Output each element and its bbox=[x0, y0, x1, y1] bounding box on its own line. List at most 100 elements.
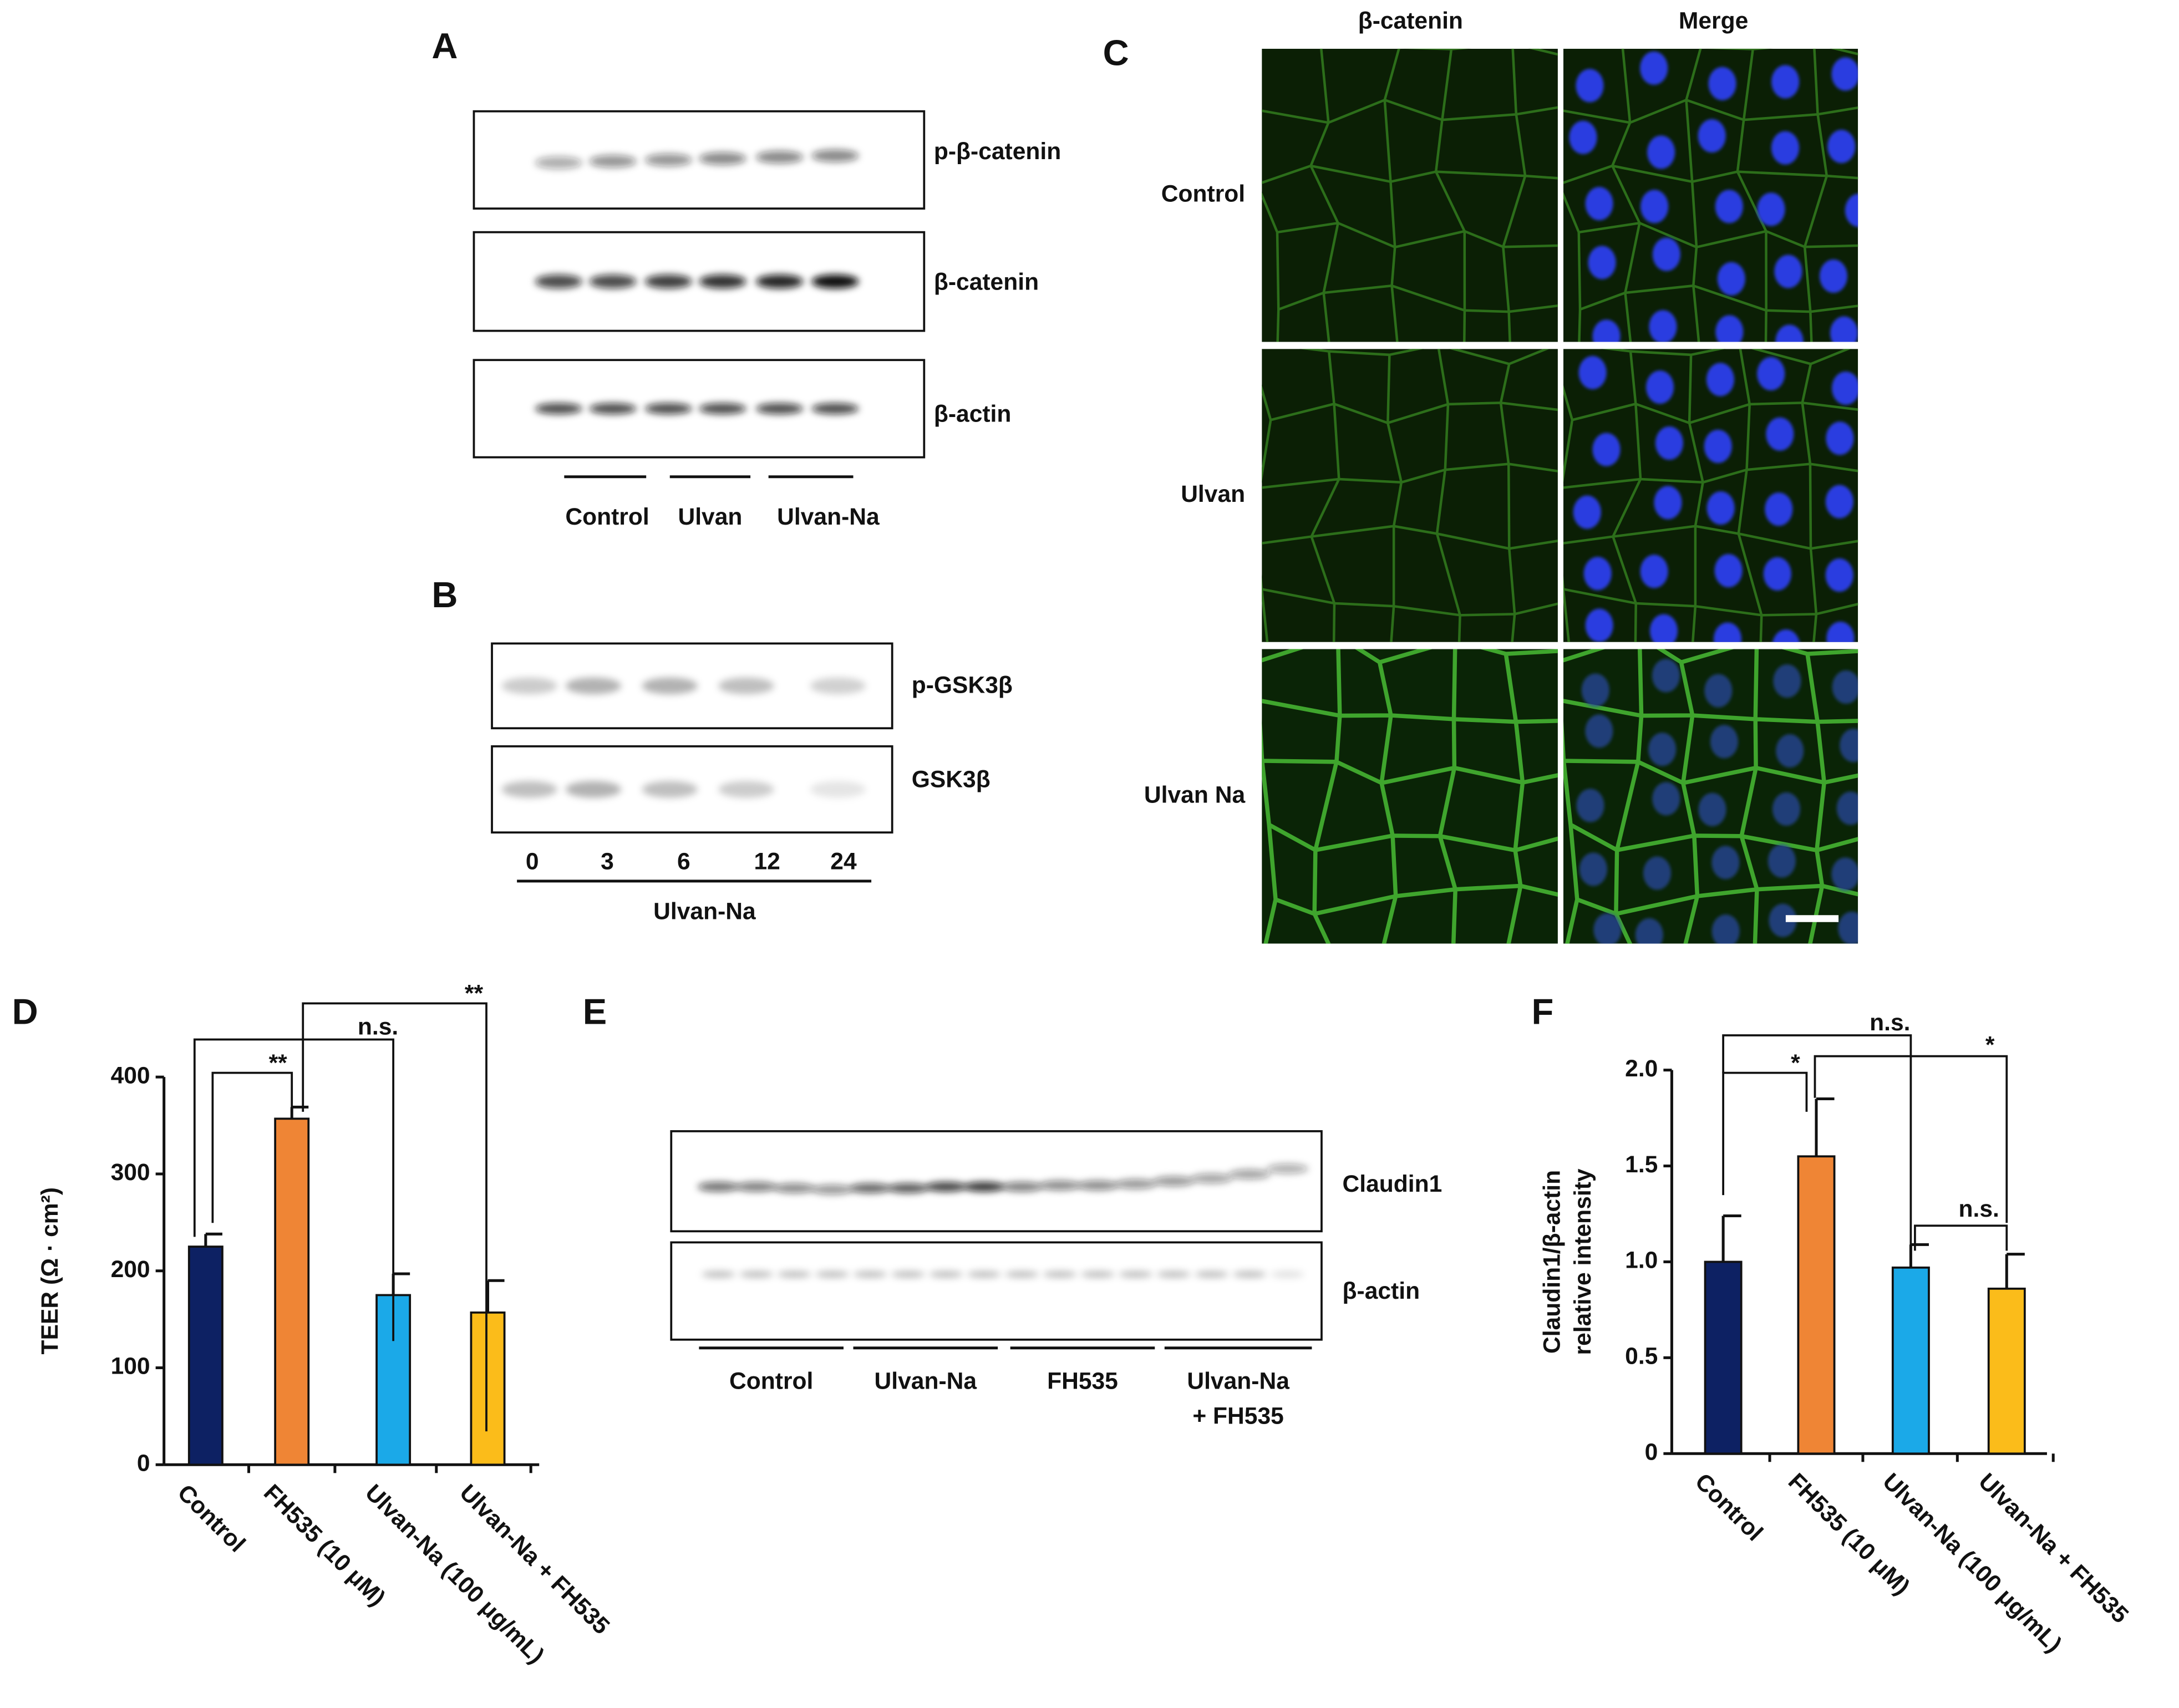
white-gap bbox=[1262, 342, 1858, 349]
band bbox=[535, 156, 582, 169]
band-label: GSK3β bbox=[912, 766, 991, 793]
band bbox=[1081, 1270, 1115, 1278]
group-label: + FH535 bbox=[1192, 1402, 1284, 1429]
nucleus bbox=[1769, 903, 1797, 937]
band bbox=[891, 1270, 925, 1278]
band bbox=[811, 274, 859, 289]
band bbox=[1233, 1270, 1267, 1278]
band bbox=[535, 403, 582, 414]
micrograph bbox=[1563, 349, 1858, 642]
nucleus bbox=[1649, 310, 1677, 342]
annotation: * bbox=[1985, 1031, 1995, 1058]
band bbox=[1266, 1163, 1309, 1174]
band bbox=[697, 1182, 740, 1192]
band bbox=[1005, 1270, 1039, 1278]
band bbox=[501, 781, 557, 798]
band-label: β-actin bbox=[1343, 1278, 1420, 1304]
nucleus bbox=[1767, 844, 1796, 878]
nucleus bbox=[1827, 130, 1856, 164]
cell-borders bbox=[1563, 48, 1858, 342]
nucleus bbox=[1706, 491, 1735, 525]
bar bbox=[1704, 1260, 1743, 1455]
band bbox=[644, 154, 692, 166]
nucleus bbox=[1757, 357, 1785, 391]
band bbox=[811, 1185, 854, 1194]
group-label: Ulvan-Na bbox=[777, 504, 880, 530]
lane-label: 6 bbox=[677, 848, 690, 875]
band bbox=[535, 274, 582, 289]
band bbox=[1152, 1176, 1195, 1186]
group-label: Ulvan-Na bbox=[875, 1368, 977, 1395]
band bbox=[1119, 1270, 1153, 1278]
significance-bracket bbox=[1814, 1055, 2008, 1223]
band bbox=[1115, 1179, 1157, 1189]
lane-label: 3 bbox=[601, 848, 614, 875]
nucleus bbox=[1640, 555, 1668, 588]
annotation: n.s. bbox=[1958, 1196, 1999, 1222]
nucleus bbox=[1826, 421, 1854, 455]
y-tick-label: 1.5 bbox=[1625, 1151, 1658, 1178]
nucleus bbox=[1646, 370, 1674, 404]
significance-bracket bbox=[1914, 1224, 2008, 1251]
bar bbox=[470, 1312, 506, 1466]
nucleus bbox=[1825, 558, 1853, 592]
nucleus bbox=[1836, 791, 1858, 825]
nucleus bbox=[1775, 324, 1804, 342]
nuclei bbox=[1569, 51, 1858, 342]
nucleus bbox=[1593, 913, 1622, 944]
nucleus bbox=[1704, 429, 1732, 463]
group-label: Ulvan-Na bbox=[653, 898, 756, 925]
nucleus bbox=[1652, 237, 1680, 271]
nucleus bbox=[1840, 729, 1858, 762]
band bbox=[565, 677, 622, 694]
band bbox=[756, 403, 804, 414]
nucleus bbox=[1715, 190, 1743, 223]
nucleus bbox=[1708, 67, 1736, 100]
nucleus bbox=[1757, 192, 1785, 226]
nucleus bbox=[1831, 57, 1858, 91]
significance-bracket bbox=[211, 1071, 293, 1223]
lane-label: 24 bbox=[830, 848, 857, 875]
nucleus bbox=[1585, 187, 1613, 221]
nucleus bbox=[1825, 485, 1853, 518]
y-tick-label: 0 bbox=[1645, 1438, 1658, 1465]
nucleus bbox=[1826, 621, 1855, 642]
y-tick-label: 0.5 bbox=[1625, 1343, 1658, 1370]
nucleus bbox=[1640, 51, 1668, 85]
nucleus bbox=[1774, 255, 1802, 288]
blot-bands bbox=[535, 403, 859, 414]
band-label: p-β-catenin bbox=[934, 138, 1061, 165]
nucleus bbox=[1585, 714, 1613, 748]
band bbox=[718, 677, 774, 694]
nucleus bbox=[1579, 852, 1608, 886]
micrograph bbox=[1563, 48, 1858, 342]
nucleus bbox=[1654, 486, 1682, 520]
band bbox=[644, 274, 692, 289]
nucleus bbox=[1832, 371, 1858, 405]
panel-label: B bbox=[431, 575, 458, 615]
nucleus bbox=[1576, 789, 1604, 822]
band bbox=[925, 1182, 967, 1192]
band bbox=[702, 1270, 735, 1278]
y-tick-label: 0 bbox=[137, 1450, 150, 1477]
significance-bracket bbox=[193, 1038, 395, 1341]
panel-label: D bbox=[12, 992, 38, 1032]
x-tick-label: Control bbox=[172, 1479, 251, 1557]
group-label: FH535 bbox=[1047, 1368, 1118, 1395]
nucleus bbox=[1715, 315, 1744, 342]
cell-borders bbox=[1262, 48, 1558, 342]
band-label: β-catenin bbox=[934, 269, 1039, 296]
band bbox=[967, 1270, 1001, 1278]
band bbox=[756, 274, 804, 289]
nucleus bbox=[1772, 792, 1801, 826]
nucleus bbox=[1652, 659, 1680, 693]
annotation: n.s. bbox=[1870, 1009, 1910, 1036]
band bbox=[756, 151, 804, 164]
y-tick-label: 2.0 bbox=[1625, 1055, 1658, 1082]
band bbox=[589, 274, 637, 289]
y-axis-title: relative intensity bbox=[1570, 1168, 1596, 1355]
band bbox=[589, 155, 637, 168]
significance-bracket bbox=[1722, 1071, 1808, 1196]
column-label: Merge bbox=[1679, 8, 1748, 34]
